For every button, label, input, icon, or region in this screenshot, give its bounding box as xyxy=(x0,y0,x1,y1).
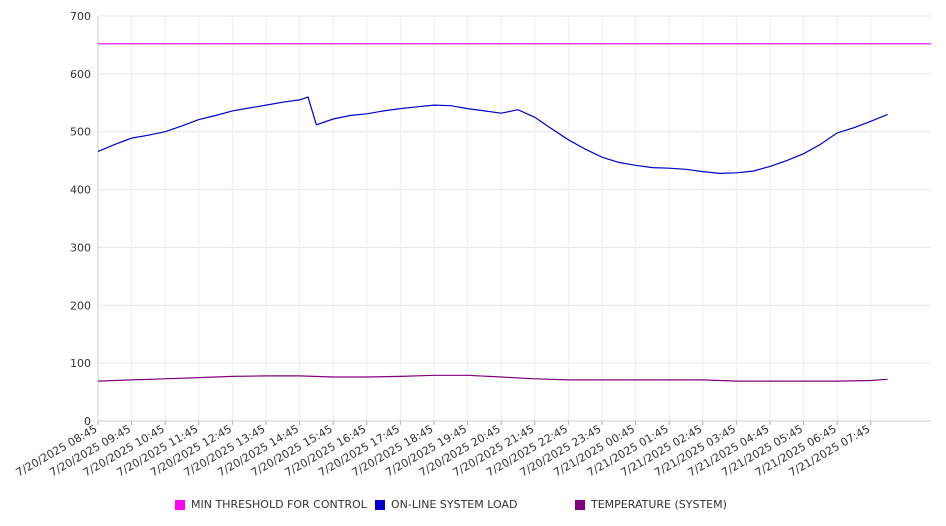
gridlines xyxy=(97,15,931,422)
axes xyxy=(97,16,931,425)
legend: MIN THRESHOLD FOR CONTROL ON-LINE SYSTEM… xyxy=(0,498,946,514)
legend-item-system-load: ON-LINE SYSTEM LOAD xyxy=(375,498,517,511)
y-tick-label: 300 xyxy=(70,241,91,254)
y-tick-label: 500 xyxy=(70,126,91,139)
y-tick-label: 200 xyxy=(70,299,91,312)
y-tick-label: 700 xyxy=(70,10,91,23)
y-tick-label: 600 xyxy=(70,68,91,81)
series-line-temperature xyxy=(97,374,888,382)
series-line-system-load xyxy=(97,96,888,175)
series-lines xyxy=(97,43,931,382)
y-axis-ticks: 0 100 200 300 400 500 600 700 xyxy=(70,10,91,428)
legend-swatch-temperature xyxy=(575,499,585,510)
x-axis-ticks: 7/20/2025 08:457/20/2025 09:457/20/2025 … xyxy=(14,422,873,479)
legend-item-threshold: MIN THRESHOLD FOR CONTROL xyxy=(175,498,367,511)
y-tick-label: 0 xyxy=(84,415,91,428)
y-tick-label: 100 xyxy=(70,357,91,370)
legend-swatch-system-load xyxy=(375,499,385,510)
legend-swatch-threshold xyxy=(175,499,185,510)
legend-item-temperature: TEMPERATURE (SYSTEM) xyxy=(575,498,727,511)
y-tick-label: 400 xyxy=(70,184,91,197)
legend-label-system-load: ON-LINE SYSTEM LOAD xyxy=(391,498,518,511)
legend-label-threshold: MIN THRESHOLD FOR CONTROL xyxy=(191,498,367,511)
legend-label-temperature: TEMPERATURE (SYSTEM) xyxy=(591,498,727,511)
